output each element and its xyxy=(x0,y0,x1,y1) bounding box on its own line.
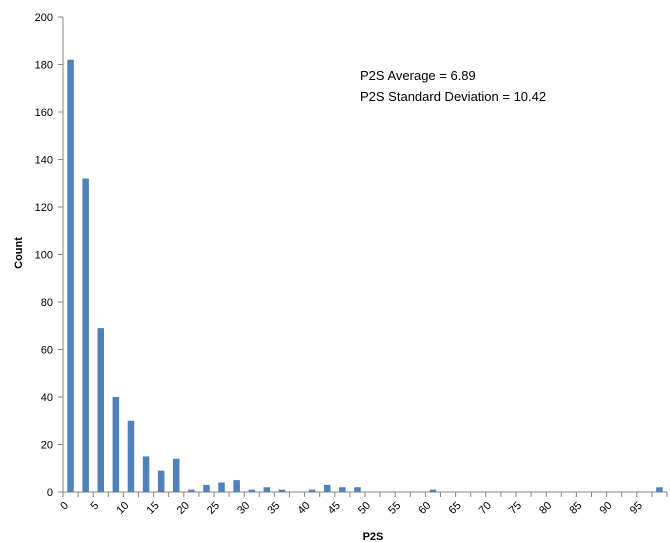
y-tick-label: 40 xyxy=(41,392,53,404)
y-tick-label: 20 xyxy=(41,440,53,452)
histogram-bar xyxy=(188,489,195,492)
histogram-bar xyxy=(233,480,240,492)
x-tick-label: 40 xyxy=(296,500,313,517)
x-tick-label: 80 xyxy=(537,500,554,517)
x-tick-label: 20 xyxy=(175,500,192,517)
x-tick-label: 30 xyxy=(235,500,252,517)
histogram-bar xyxy=(324,484,331,492)
x-tick-label: 85 xyxy=(567,500,584,517)
histogram-bar xyxy=(278,489,286,492)
histogram-bar xyxy=(67,59,74,492)
x-tick-label: 35 xyxy=(265,500,282,517)
y-axis-label: Count xyxy=(13,237,25,269)
histogram-bar xyxy=(308,489,316,492)
x-axis: 0 5 10 15 20 25 30 35 40 45 50 55 60 65 70 75 80 85 90 95 xyxy=(58,491,668,517)
x-tick-label: 60 xyxy=(416,500,433,517)
x-tick-label: 65 xyxy=(447,500,464,517)
y-axis: 0 20 40 60 80 100 120 140 160 180 200 xyxy=(35,12,64,499)
histogram-bar xyxy=(112,397,120,492)
x-tick-label: 90 xyxy=(598,500,615,517)
histogram-bar xyxy=(263,487,271,492)
y-tick-label: 200 xyxy=(35,12,53,24)
x-tick-label: 25 xyxy=(205,500,222,517)
x-tick-label: 95 xyxy=(628,500,645,517)
x-tick-label: 50 xyxy=(356,500,373,517)
x-tick-label: 15 xyxy=(145,500,162,517)
y-tick-label: 160 xyxy=(35,107,53,119)
x-tick-label: 5 xyxy=(89,500,102,513)
x-tick-label: 70 xyxy=(477,500,494,517)
histogram-bar xyxy=(173,458,180,492)
y-tick-label: 100 xyxy=(35,250,53,262)
x-tick-label: 10 xyxy=(114,500,131,517)
y-tick-label: 0 xyxy=(47,487,53,499)
histogram-bar xyxy=(339,487,346,492)
x-tick-label: 45 xyxy=(326,500,343,517)
y-tick-label: 180 xyxy=(35,60,53,72)
x-tick-label: 75 xyxy=(507,500,524,517)
histogram-bar xyxy=(656,487,663,492)
histogram-bar xyxy=(354,487,361,492)
y-tick-label: 60 xyxy=(41,345,53,357)
histogram-bar xyxy=(218,482,225,492)
histogram-bar xyxy=(127,420,135,492)
histogram-bar xyxy=(82,178,89,492)
y-tick-label: 120 xyxy=(35,202,53,214)
std-dev-annotation: P2S Standard Deviation = 10.42 xyxy=(360,89,547,104)
average-annotation: P2S Average = 6.89 xyxy=(360,68,476,83)
histogram-bar xyxy=(248,489,255,492)
x-axis-label: P2S xyxy=(363,531,384,542)
y-tick-label: 80 xyxy=(41,297,53,309)
histogram-bar xyxy=(97,328,104,492)
histogram-bar xyxy=(203,484,210,492)
y-tick-label: 140 xyxy=(35,155,53,167)
x-tick-label: 55 xyxy=(386,500,403,517)
histogram-bar xyxy=(142,456,150,492)
histogram-bar xyxy=(157,470,165,492)
bars xyxy=(67,59,663,492)
histogram-bar xyxy=(429,489,437,492)
x-tick-label: 0 xyxy=(58,500,71,513)
